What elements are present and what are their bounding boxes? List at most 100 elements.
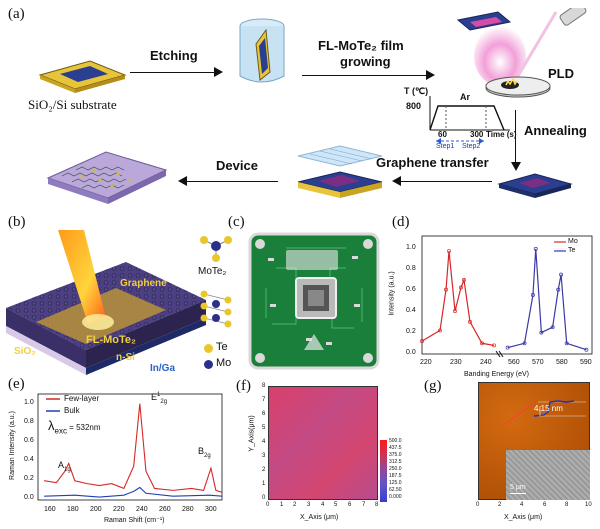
map-xtick-6: 6 — [348, 502, 352, 508]
annealing-label: Annealing — [524, 123, 587, 138]
map-xtick-0: 0 — [266, 502, 270, 508]
raman-xtick-1: 180 — [67, 506, 79, 513]
map-cbar-6: 125.0 — [389, 480, 402, 486]
film-label: FL-MoTe₂ — [86, 334, 136, 346]
xps-point-te — [550, 325, 555, 330]
raman-xtick-3: 220 — [113, 506, 125, 513]
afm-xlabel: X_Axis (μm) — [504, 514, 543, 521]
panel-label-b: (b) — [8, 214, 26, 230]
map-cbar-4: 250.0 — [389, 466, 402, 472]
legend-te-icon — [204, 344, 213, 353]
afm-xtick-3: 6 — [543, 502, 547, 508]
afm-scale-bar — [510, 493, 526, 494]
panel-label-g: (g) — [424, 378, 442, 394]
map-ytick-6: 6 — [262, 411, 266, 417]
xps-point-mo — [420, 339, 424, 344]
raman-plot — [37, 393, 223, 501]
map-ytick-0: 0 — [262, 495, 266, 501]
xps-xtick-2: 240 — [480, 359, 492, 366]
anneal-step2: Step2 — [462, 143, 481, 150]
xps-chart: Intensity (a.u.) Banding Energy (eV) Mo … — [388, 228, 600, 380]
xps-xtick-6: 590 — [580, 359, 592, 366]
raman-legend-bulk: Bulk — [64, 406, 80, 415]
map-ytick-8: 8 — [262, 383, 266, 389]
transfer-arrow-head — [392, 176, 401, 186]
panel-label-a: (a) — [8, 6, 25, 22]
xps-xlabel: Banding Energy (eV) — [464, 371, 529, 378]
map-cbar-3: 312.5 — [389, 459, 402, 465]
raman-excitation-symbol: λ — [48, 418, 55, 433]
xps-point-mo — [444, 287, 448, 292]
xps-series-te — [507, 248, 587, 351]
xps-point-mo — [492, 343, 496, 348]
sio2-label: SiO₂ — [14, 346, 36, 357]
afm-panel: 4.15 nm 5 μm X_Axis (μm) 0 2 4 6 8 10 — [440, 380, 596, 526]
xps-point-mo — [447, 249, 451, 253]
map-panel: Y_Axis(μm) X_Axis (μm) 0 1 2 3 4 5 6 7 8… — [236, 380, 412, 526]
panel-label-f: (f) — [236, 378, 251, 394]
raman-ytick-0: 0.0 — [24, 494, 34, 501]
xps-legend-te: Te — [568, 247, 576, 254]
map-xtick-5: 5 — [334, 502, 338, 508]
device-illustration — [46, 151, 168, 204]
xps-xtick-0: 220 — [420, 359, 432, 366]
legend-mo-label: Mo — [216, 357, 232, 369]
map-cbar-8: 0.000 — [389, 494, 402, 500]
xps-point-mo — [459, 285, 463, 290]
device-schematic — [6, 230, 206, 375]
xps-point-mo — [438, 328, 442, 333]
anneal-ytick: 800 — [406, 101, 422, 111]
raman-xtick-5: 260 — [159, 506, 171, 513]
raman-ytick-1: 0.2 — [24, 475, 34, 482]
xps-ylabel: Intensity (a.u.) — [388, 271, 396, 316]
map-image — [268, 386, 378, 500]
raman-peak-b-letter: B — [198, 446, 205, 456]
xps-xtick-4: 570 — [532, 359, 544, 366]
annealing-arrow-head — [511, 162, 521, 171]
film-growing-label-2: growing — [340, 54, 391, 69]
xps-ytick-4: 0.8 — [406, 265, 416, 272]
xps-ytick-1: 0.2 — [406, 328, 416, 335]
xps-point-te — [559, 272, 564, 277]
map-xtick-4: 4 — [321, 502, 325, 508]
xps-point-te — [584, 347, 589, 352]
xps-point-te — [533, 246, 538, 251]
map-ytick-5: 5 — [262, 425, 266, 431]
pcb-photo — [248, 232, 380, 370]
raman-xtick-0: 160 — [44, 506, 56, 513]
xps-point-te — [556, 287, 561, 292]
raman-xtick-4: 240 — [136, 506, 148, 513]
afm-thickness: 4.15 nm — [534, 404, 563, 413]
anneal-ylabel: T (℃) — [404, 86, 429, 96]
map-xtick-1: 1 — [280, 502, 284, 508]
xps-point-te — [564, 341, 569, 346]
xps-ytick-3: 0.6 — [406, 286, 416, 293]
xps-ytick-5: 1.0 — [406, 244, 416, 251]
annealed-sample-illustration — [497, 173, 573, 198]
raman-peak-e2g: E12g — [151, 392, 167, 405]
raman-excitation: λexc = 532nm — [48, 418, 101, 436]
device-arrow — [186, 181, 278, 182]
growing-arrow — [302, 75, 428, 76]
afm-profile — [501, 400, 586, 427]
afm-xtick-4: 8 — [565, 502, 569, 508]
graphene-stack-illustration — [297, 145, 383, 198]
xps-point-mo — [462, 278, 466, 282]
map-cbar-2: 375.0 — [389, 452, 402, 458]
map-ytick-7: 7 — [262, 397, 266, 403]
map-ytick-4: 4 — [262, 439, 266, 445]
map-cbar-1: 437.5 — [389, 445, 402, 451]
raman-peak-b-sub: 2g — [204, 452, 211, 459]
device-label: Device — [216, 158, 258, 173]
raman-peak-b2g: B2g — [198, 446, 211, 459]
etching-arrow-head — [214, 67, 223, 77]
xps-xtick-1: 230 — [450, 359, 462, 366]
raman-series-few-layer — [44, 403, 223, 493]
xps-series-mo — [421, 250, 495, 347]
xps-axis-break-2 — [498, 350, 504, 358]
legend-te-label: Te — [216, 341, 228, 353]
panel-label-c: (c) — [228, 214, 245, 230]
pld-label: PLD — [548, 66, 574, 81]
substrate-illustration — [38, 60, 127, 93]
xps-axis-break-1 — [495, 350, 501, 358]
